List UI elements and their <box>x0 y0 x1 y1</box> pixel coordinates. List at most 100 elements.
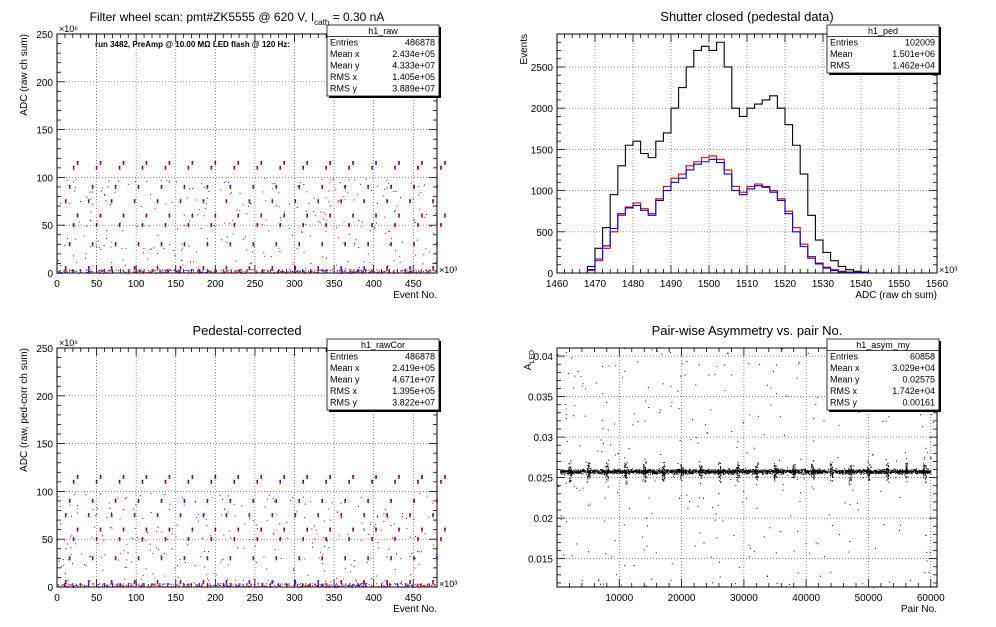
scatter-point <box>384 189 385 190</box>
asym-point <box>824 474 825 475</box>
stats-key: Mean y <box>330 375 360 385</box>
scatter-point <box>377 542 378 543</box>
scatter-point <box>422 263 423 264</box>
scatter-point <box>278 586 279 587</box>
scatter-point <box>88 268 90 270</box>
asym-point <box>734 473 735 474</box>
scatter-point <box>254 270 255 271</box>
scatter-point <box>363 587 364 588</box>
scatter-point <box>413 499 415 501</box>
scatter-point <box>251 585 252 586</box>
scatter-point <box>114 584 115 585</box>
scatter-point <box>234 482 236 484</box>
scatter-point <box>102 535 103 536</box>
scatter-point <box>73 270 74 271</box>
scatter-point <box>140 495 141 496</box>
scatter-point <box>184 270 185 271</box>
scatter-point <box>88 585 89 586</box>
scatter-point <box>324 570 325 571</box>
asym-point <box>787 469 788 470</box>
scatter-point <box>169 475 171 477</box>
scatter-point <box>276 586 277 587</box>
scatter-point <box>117 584 118 585</box>
scatter-point <box>253 244 255 246</box>
scatter-point <box>436 499 438 501</box>
scatter-point <box>180 515 182 517</box>
scatter-point <box>340 515 342 517</box>
scatter-point <box>119 537 121 539</box>
scatter-point <box>67 272 68 273</box>
scatter-point <box>436 558 438 560</box>
scatter-point <box>138 585 139 586</box>
x-tick-label: 300 <box>286 593 303 604</box>
scatter-point <box>276 187 278 189</box>
scatter-point <box>157 515 159 517</box>
scatter-point <box>325 480 327 482</box>
scatter-point <box>325 166 327 168</box>
scatter-point <box>394 539 396 541</box>
scatter-point <box>211 272 212 273</box>
scatter-point <box>92 204 93 205</box>
scatter-point <box>406 270 407 271</box>
scatter-point <box>321 556 323 558</box>
scatter-point <box>303 184 304 185</box>
scatter-point <box>220 586 221 587</box>
asym-point <box>763 472 764 473</box>
scatter-point <box>289 269 290 270</box>
scatter-point <box>81 586 82 587</box>
scatter-point <box>73 223 75 225</box>
scatter-point <box>120 518 121 519</box>
scatter-point <box>321 244 323 246</box>
asym-point <box>872 471 873 472</box>
scatter-point <box>64 540 65 541</box>
asym-point <box>698 470 699 471</box>
scatter-point <box>93 583 94 584</box>
stats-value: 102009 <box>905 38 935 48</box>
scatter-point <box>123 216 125 218</box>
scatter-point <box>226 580 228 582</box>
scatter-point <box>309 272 310 273</box>
scatter-point <box>223 583 224 584</box>
scatter-point <box>215 161 217 163</box>
scatter-point <box>404 271 405 272</box>
scatter-point <box>306 530 308 532</box>
scatter-point <box>93 509 94 510</box>
scatter-point <box>344 556 346 558</box>
stats-name: h1_ped <box>868 26 898 36</box>
scatter-point <box>363 582 365 584</box>
scatter-point <box>141 585 142 586</box>
scatter-point <box>387 584 388 585</box>
scatter-point <box>436 242 438 244</box>
scatter-point <box>238 530 240 532</box>
scatter-point <box>313 586 314 587</box>
scatter-point <box>182 497 183 498</box>
scatter-point <box>299 584 300 585</box>
scatter-point <box>103 584 104 585</box>
scatter-point <box>69 271 70 272</box>
scatter-point <box>334 271 335 272</box>
scatter-point <box>274 272 275 273</box>
scatter-point <box>204 567 205 568</box>
scatter-point <box>256 562 257 563</box>
scatter-point <box>161 185 163 187</box>
scatter-point <box>184 501 186 503</box>
scatter-point <box>414 219 415 220</box>
scatter-point <box>370 230 371 231</box>
scatter-point <box>226 268 228 270</box>
scatter-point <box>302 166 304 168</box>
scatter-point <box>229 223 230 224</box>
scatter-point <box>343 579 344 580</box>
scatter-point <box>354 585 355 586</box>
scatter-point <box>249 201 251 203</box>
scatter-point <box>71 584 72 585</box>
scatter-point <box>60 524 61 525</box>
scatter-point <box>203 201 205 203</box>
scatter-point <box>216 585 217 586</box>
asym-point <box>798 473 799 474</box>
y-tick-label: 0.04 <box>534 352 554 363</box>
scatter-point <box>77 272 78 273</box>
scatter-point <box>136 584 137 585</box>
scatter-point <box>409 268 411 270</box>
scatter-point <box>408 586 409 587</box>
scatter-point <box>88 582 90 584</box>
